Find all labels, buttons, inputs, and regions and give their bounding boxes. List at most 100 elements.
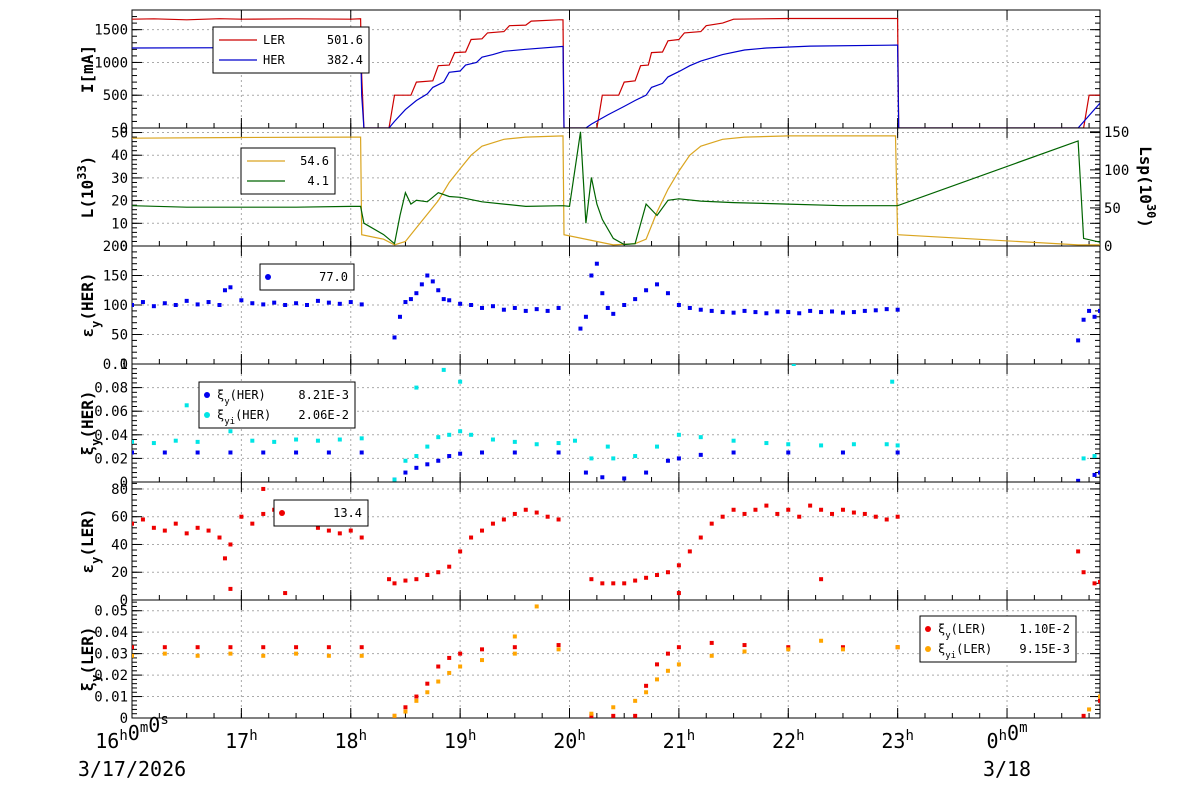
data-point: [895, 645, 900, 650]
data-point: [720, 310, 725, 315]
data-point: [447, 454, 452, 459]
data-point: [458, 651, 463, 656]
panel-emitY_HER: 0 50 100 150 200 εy(HER) 77.0: [78, 239, 1101, 373]
y-tick-label: 0.03: [94, 647, 128, 663]
y2-tick-label: 50: [1104, 201, 1121, 217]
legend-box: [273, 499, 369, 527]
data-point: [873, 308, 878, 313]
data-point: [392, 477, 397, 482]
data-point: [217, 535, 222, 540]
data-point: [633, 297, 638, 302]
data-point: [655, 444, 660, 449]
y-tick-label: 0: [120, 593, 128, 609]
data-point: [480, 647, 485, 652]
data-point: [534, 510, 539, 515]
data-point: [819, 443, 824, 448]
y-tick-label: 0: [120, 239, 128, 255]
data-point: [261, 486, 266, 491]
data-point: [458, 379, 463, 384]
data-point: [862, 308, 867, 313]
series-line-HER: [132, 44, 1100, 128]
data-point: [206, 528, 211, 533]
legend-value: 9.15E-3: [1019, 642, 1070, 656]
data-point: [1076, 338, 1081, 343]
data-point: [1098, 694, 1100, 699]
y-tick-label: 20: [111, 565, 128, 581]
y-tick-label: 150: [103, 269, 128, 285]
data-point: [556, 305, 561, 310]
x-tick-label: 16h0m0s: [95, 712, 169, 753]
y-tick-label: 50: [111, 328, 128, 344]
data-point: [600, 291, 605, 296]
data-point: [611, 456, 616, 461]
data-point: [676, 456, 681, 461]
data-point: [132, 450, 134, 455]
data-point: [819, 577, 824, 582]
data-point: [228, 285, 233, 290]
data-point: [195, 302, 200, 307]
data-point: [742, 643, 747, 648]
legend-value: 13.4: [333, 506, 362, 520]
legend-emitY_LER: 13.4: [273, 499, 369, 527]
data-point: [250, 301, 255, 306]
data-point: [840, 647, 845, 652]
data-point: [600, 475, 605, 480]
data-point: [1092, 454, 1097, 459]
data-point: [583, 470, 588, 475]
data-point: [348, 300, 353, 305]
data-point: [458, 429, 463, 434]
data-point: [644, 288, 649, 293]
series-group: [132, 17, 1100, 128]
legend-box: [259, 263, 355, 291]
data-point: [819, 310, 824, 315]
x-tick-label: 0h0m: [987, 720, 1028, 753]
data-point: [720, 514, 725, 519]
data-point: [414, 465, 419, 470]
data-point: [851, 310, 856, 315]
y-tick-label: 100: [103, 298, 128, 314]
legend-label: LER: [263, 33, 285, 47]
data-point: [261, 653, 266, 658]
panel-current: 0 500 1000 1500 I[mA] LER 501.6 HER 382.4: [78, 9, 1101, 137]
data-point: [397, 314, 402, 319]
data-point: [808, 503, 813, 508]
data-point: [337, 437, 342, 442]
x-tick-label: 21h: [663, 728, 696, 753]
data-point: [315, 298, 320, 303]
data-point: [490, 304, 495, 309]
data-point: [480, 450, 485, 455]
data-point: [217, 303, 222, 307]
data-point: [611, 581, 616, 586]
legend-value: 501.6: [327, 33, 363, 47]
data-point: [436, 679, 441, 684]
data-point: [392, 713, 397, 718]
y-tick-label: 10: [111, 216, 128, 232]
data-point: [359, 645, 364, 650]
y-tick-label: 200: [103, 239, 128, 255]
data-point: [228, 542, 233, 547]
data-point: [698, 307, 703, 312]
data-point: [622, 581, 627, 586]
data-point: [600, 581, 605, 586]
data-point: [151, 525, 156, 530]
data-point: [326, 645, 331, 650]
data-point: [403, 578, 408, 583]
data-point: [425, 462, 430, 467]
y-tick-label: 0: [120, 711, 128, 727]
legend-value: 4.1: [307, 174, 329, 188]
data-point: [326, 528, 331, 533]
data-point: [655, 282, 660, 287]
data-point: [392, 335, 397, 340]
data-point: [458, 664, 463, 669]
data-point: [786, 645, 791, 650]
y-tick-label: 0.01: [94, 690, 128, 706]
data-point: [132, 439, 134, 444]
data-point: [873, 514, 878, 519]
data-point: [392, 581, 397, 586]
x-date-label: 3/18: [983, 757, 1031, 781]
data-point: [830, 309, 835, 314]
y-tick-label: 80: [111, 482, 128, 498]
data-point: [687, 549, 692, 554]
data-point: [419, 282, 424, 287]
legend-value: 382.4: [327, 53, 363, 67]
